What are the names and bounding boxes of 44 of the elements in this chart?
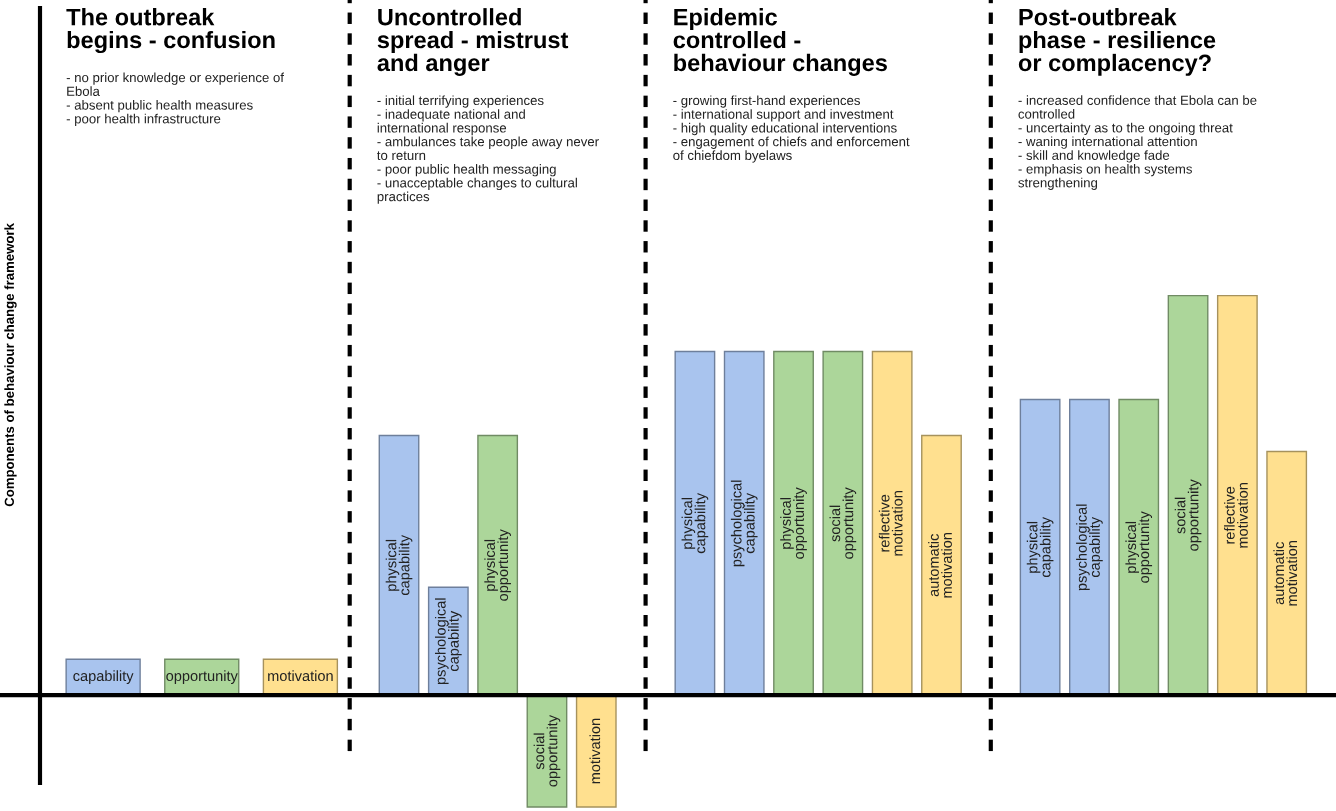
text: Uncontrolled spread - mistrust and anger (377, 8, 569, 76)
bar (477, 434, 519, 696)
x-tick-label: motivation (589, 718, 601, 784)
x-tick-label: social opportunity (829, 487, 857, 559)
x-tick-label: social opportunity (1174, 479, 1202, 551)
text: The outbreak begins - confusion (66, 8, 275, 54)
x-tick-label: psychological capability (435, 598, 462, 685)
x-tick-label: reflective motivation (878, 491, 903, 556)
x-tick-label: psychological capability (730, 480, 758, 567)
bar (921, 434, 962, 696)
text: - no prior knowledge or experience of Ebola - absent public health measures - poor health infrastructure (66, 72, 284, 127)
text: - growing first-hand experiences - international support and investment - high quality educational interventions - engagement of chiefs and enforcement of chiefdom byelaws (673, 95, 910, 163)
x-tick-label: automatic motivation (928, 533, 952, 598)
bar (1019, 398, 1061, 696)
bar (723, 350, 765, 696)
x-tick-label: automatic motivation (1273, 541, 1298, 606)
bar (1118, 398, 1160, 696)
bar (1216, 294, 1258, 696)
bar (674, 350, 716, 696)
x-tick-label: social opportunity (533, 715, 561, 787)
text: Post-outbreak phase - resilience or complacency? (1018, 8, 1216, 76)
x-tick-label: physical capability (1026, 516, 1054, 578)
bar (1266, 450, 1308, 696)
bar (773, 350, 814, 696)
y-axis-title: Components of behaviour change framework (4, 223, 17, 507)
bar (822, 350, 864, 696)
bar (1069, 398, 1110, 696)
text: Epidemic controlled - behaviour changes (673, 8, 887, 76)
bar (871, 350, 913, 696)
x-tick-label: physical opportunity (780, 487, 807, 559)
x-tick-label: capability (73, 670, 134, 684)
x-tick-label: physical opportunity (1125, 511, 1153, 583)
x-tick-label: motivation (268, 670, 333, 682)
x-tick-label: opportunity (166, 670, 238, 684)
x-tick-label: physical capability (681, 492, 709, 554)
bar (378, 434, 420, 696)
bar (575, 694, 617, 808)
text: - initial terrifying experiences - inadequate national and international response - ambulances take people away never to return - poor public health messaging - unacceptable changes to cultural practices (377, 95, 599, 204)
x-tick-label: psychological capability (1076, 504, 1103, 591)
x-tick-label: physical capability (385, 534, 413, 596)
x-tick-label: physical opportunity (484, 529, 511, 601)
bar (1167, 294, 1209, 696)
text: - increased confidence that Ebola can be controlled - uncertainty as to the ongoing threat - waning international attention - skill and knowledge fade - emphasis on health systems strengthening (1018, 95, 1257, 190)
x-tick-label: reflective motivation (1224, 483, 1248, 548)
